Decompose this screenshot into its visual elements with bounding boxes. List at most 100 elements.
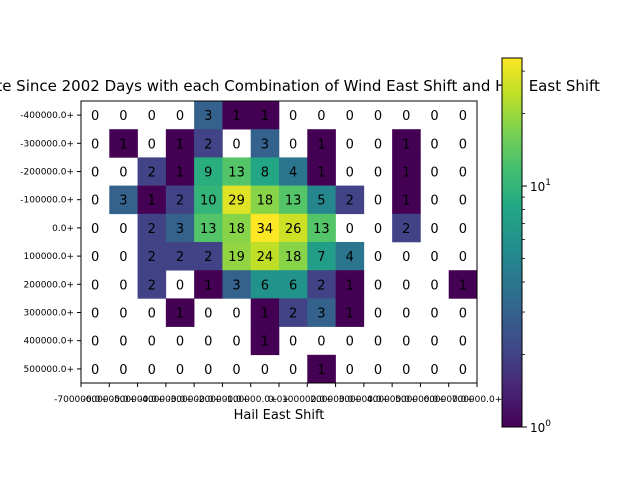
cell-value-label: 0 <box>459 307 467 322</box>
cell-value-label: 0 <box>459 250 467 265</box>
cell-value-label: 2 <box>204 250 212 265</box>
cell-value-label: 0 <box>346 335 354 350</box>
cell-value-label: 0 <box>374 109 382 124</box>
cell-value-label: 0 <box>459 109 467 124</box>
y-tick-label: 200000.0+ <box>24 280 74 290</box>
cell-value-label: 0 <box>374 278 382 293</box>
heatmap-cell <box>222 185 252 215</box>
cell-value-label: 34 <box>257 222 274 237</box>
heatmap-cell <box>194 242 223 271</box>
cell-value-label: 6 <box>289 278 297 293</box>
plot-area: 0 0 0 0 3 1 1 0 0 0 0 0 0 00 1 0 1 2 0 3 0 1 0 0 1 0 00 0 2 1 9 13 8 4 1 0 0… <box>20 100 502 405</box>
x-tick-label: 700000.0+ <box>452 395 502 405</box>
heatmap-cell <box>307 185 336 215</box>
cell-value-label: 0 <box>289 137 297 152</box>
cell-value-label: 0 <box>402 109 410 124</box>
cell-value-label: 0 <box>289 335 297 350</box>
cell-value-label: 1 <box>317 137 325 152</box>
cell-value-label: 0 <box>232 363 240 378</box>
cell-value-label: 1 <box>261 109 269 124</box>
heatmap-cell <box>392 129 421 158</box>
heatmap-cell <box>137 213 167 243</box>
heatmap-cell <box>109 129 138 158</box>
cell-value-label: 0 <box>430 363 438 378</box>
cell-value-label: 0 <box>430 307 438 322</box>
heatmap-cell <box>335 298 365 327</box>
cell-value-label: 2 <box>148 250 156 265</box>
cell-value-label: 0 <box>374 363 382 378</box>
cell-value-label: 13 <box>285 194 302 209</box>
heatmap-cell <box>250 101 280 130</box>
colorbar-tick-label: 101 <box>530 178 551 194</box>
x-tick-label: -700000.0+ <box>54 395 108 405</box>
cell-value-label: 1 <box>317 363 325 378</box>
cell-value-label: 0 <box>402 250 410 265</box>
cell-value-label: 1 <box>402 137 410 152</box>
cell-value-label: 0 <box>91 278 99 293</box>
cell-value-label: 2 <box>346 194 354 209</box>
cell-value-label: 18 <box>285 250 302 265</box>
cell-value-label: 2 <box>176 250 184 265</box>
cell-value-label: 0 <box>91 222 99 237</box>
y-tick-label: -300000.0+ <box>20 139 74 149</box>
cell-value-label: 0 <box>430 166 438 181</box>
colorbar-tick-label: 100 <box>530 419 551 435</box>
cell-value-label: 1 <box>317 166 325 181</box>
cell-value-label: 0 <box>91 137 99 152</box>
cell-value-label: 0 <box>374 307 382 322</box>
cell-value-label: 13 <box>228 166 245 181</box>
cell-value-label: 0 <box>289 109 297 124</box>
heatmap-cell <box>279 242 308 271</box>
cell-value-label: 0 <box>459 335 467 350</box>
heatmap-cell <box>222 157 252 186</box>
cell-value-label: 0 <box>91 194 99 209</box>
heatmap-cell <box>137 242 167 271</box>
heatmap-cell <box>335 242 365 271</box>
cell-value-label: 9 <box>204 166 212 181</box>
cell-value-label: 2 <box>402 222 410 237</box>
cell-value-label: 0 <box>148 335 156 350</box>
heatmap-cell <box>279 157 308 186</box>
cell-value-label: 0 <box>430 250 438 265</box>
cell-value-label: 0 <box>317 335 325 350</box>
cell-value-label: 1 <box>346 307 354 322</box>
cell-value-label: 13 <box>200 222 217 237</box>
cell-value-label: 0 <box>119 307 127 322</box>
heatmap-cell <box>392 157 421 186</box>
x-tick-label: -600000.0+ <box>82 395 136 405</box>
cell-value-label: 13 <box>313 222 330 237</box>
cell-value-label: 1 <box>204 278 212 293</box>
heatmap-cell <box>165 185 195 215</box>
heatmap-cell <box>222 213 252 243</box>
cell-value-label: 0 <box>176 363 184 378</box>
heatmap-cell <box>222 242 252 271</box>
cell-value-label: 0 <box>232 137 240 152</box>
cell-value-label: 0 <box>459 222 467 237</box>
cell-value-label: 0 <box>232 307 240 322</box>
heatmap-cell <box>279 213 308 243</box>
heatmap-cell <box>307 354 336 384</box>
cell-value-label: 0 <box>430 222 438 237</box>
cell-value-label: 0 <box>346 222 354 237</box>
cell-value-label: 0 <box>148 109 156 124</box>
cell-value-label: 0 <box>119 335 127 350</box>
cell-value-label: 26 <box>285 222 302 237</box>
heatmap-cell <box>194 185 223 215</box>
heatmap-cell <box>250 242 280 271</box>
heatmap-cell <box>222 270 252 299</box>
x-tick-label: -500000.0+ <box>111 395 165 405</box>
cell-value-label: 0 <box>204 335 212 350</box>
heatmap-cell <box>279 185 308 215</box>
cell-value-label: 2 <box>289 307 297 322</box>
x-tick-label: 500000.0+ <box>395 395 445 405</box>
cell-value-label: 10 <box>200 194 217 209</box>
cell-value-label: 0 <box>346 137 354 152</box>
cell-value-label: 0 <box>402 307 410 322</box>
cell-value-label: 1 <box>261 307 269 322</box>
colorbar-gradient <box>501 57 523 428</box>
heatmap-cell <box>250 298 280 327</box>
cell-value-label: 24 <box>257 250 274 265</box>
cell-value-label: 0 <box>402 278 410 293</box>
cell-value-label: 5 <box>317 194 325 209</box>
